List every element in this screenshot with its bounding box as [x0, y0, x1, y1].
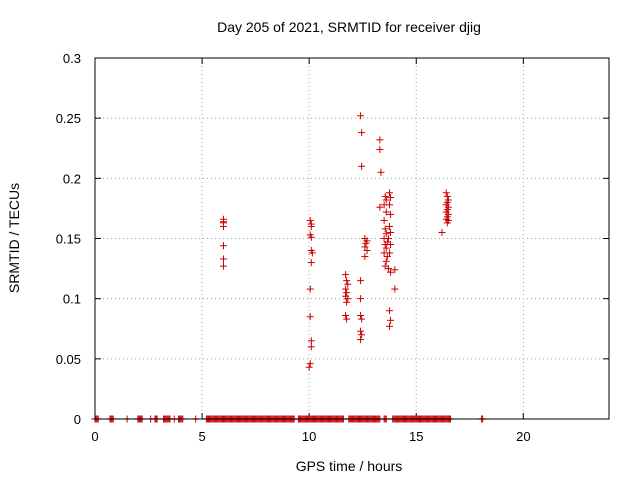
data-point — [358, 331, 366, 339]
data-point — [385, 201, 393, 209]
data-point — [306, 285, 314, 293]
data-point — [307, 337, 315, 345]
plot-frame — [94, 57, 610, 420]
y-tick-label: 0.3 — [63, 51, 81, 66]
data-point — [343, 298, 351, 306]
data-point — [362, 239, 370, 247]
data-point — [357, 277, 365, 285]
data-point — [306, 216, 314, 224]
y-tick-label: 0.15 — [56, 232, 81, 247]
data-point — [391, 266, 399, 274]
data-point — [385, 249, 393, 257]
data-point — [357, 295, 365, 303]
data-point — [307, 233, 315, 241]
x-tick-label: 10 — [302, 429, 316, 444]
data-point — [220, 255, 227, 263]
data-point — [382, 196, 390, 204]
y-tick-label: 0.1 — [63, 292, 81, 307]
data-point — [438, 228, 446, 236]
data-point — [377, 168, 385, 176]
data-point — [307, 259, 315, 267]
data-point — [382, 244, 390, 252]
data-point — [384, 235, 392, 242]
data-point — [383, 253, 391, 261]
data-point — [358, 315, 366, 323]
y-tick-label: 0 — [74, 412, 81, 427]
data-point — [344, 295, 352, 303]
data-point — [376, 136, 384, 144]
data-point — [443, 192, 451, 200]
data-point — [384, 265, 392, 273]
data-point — [387, 210, 395, 218]
data-point — [357, 112, 365, 120]
data-point — [342, 285, 350, 293]
data-point — [357, 312, 365, 320]
data-point — [342, 271, 350, 279]
x-axis-label: GPS time / hours — [296, 458, 403, 474]
data-point — [363, 247, 371, 255]
data-point — [385, 222, 393, 230]
data-points — [220, 112, 452, 371]
x-tick-label: 0 — [91, 429, 98, 444]
data-point — [387, 316, 395, 324]
data-point — [220, 262, 227, 270]
chart-title: Day 205 of 2021, SRMTID for receiver dji… — [217, 19, 481, 35]
data-point — [381, 225, 389, 233]
data-point — [357, 327, 365, 335]
x-tick-label: 20 — [516, 429, 530, 444]
data-point — [343, 289, 351, 297]
data-point — [305, 363, 313, 371]
data-point — [382, 257, 390, 265]
data-point — [380, 216, 388, 224]
data-point — [342, 312, 350, 320]
data-point — [343, 277, 351, 285]
data-point — [343, 315, 351, 323]
data-point — [385, 307, 393, 315]
data-point — [381, 192, 389, 200]
data-point — [382, 208, 390, 216]
data-point — [387, 194, 395, 202]
data-point — [344, 280, 352, 288]
data-point — [376, 145, 384, 153]
data-point — [361, 253, 369, 261]
data-point — [387, 241, 395, 249]
x-tick-label: 5 — [198, 429, 205, 444]
data-point — [385, 322, 393, 330]
data-point — [307, 222, 315, 230]
y-tick-label: 0.05 — [56, 352, 81, 367]
data-point — [442, 189, 450, 197]
data-point — [306, 313, 314, 321]
data-point — [387, 228, 395, 236]
data-point — [306, 360, 314, 368]
data-point — [220, 242, 227, 250]
grid-lines — [95, 58, 609, 419]
data-point — [382, 230, 390, 238]
data-point — [220, 222, 227, 230]
y-tick-label: 0.25 — [56, 111, 81, 126]
data-point — [357, 336, 365, 344]
data-point — [358, 129, 366, 137]
axis-tick-labels: 0 5 10 15 20 0 0.05 0.1 0.15 0.2 0.25 0.3 — [56, 51, 531, 444]
data-point — [307, 343, 315, 351]
data-point — [376, 203, 384, 211]
x-tick-label: 15 — [409, 429, 423, 444]
y-axis-label: SRMTID / TECUs — [6, 183, 22, 293]
data-point — [358, 162, 366, 170]
data-point — [387, 268, 395, 276]
y-tick-label: 0.2 — [63, 171, 81, 186]
data-point — [385, 189, 393, 197]
data-point — [361, 243, 369, 251]
data-point — [308, 249, 316, 257]
data-point — [443, 219, 451, 227]
data-point — [391, 285, 399, 293]
